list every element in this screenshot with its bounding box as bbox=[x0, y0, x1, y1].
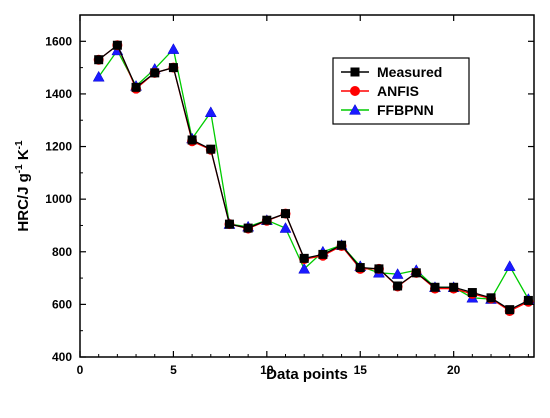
data-point-ffbpnn bbox=[298, 262, 311, 274]
legend-entry-ffbpnn: FFBPNN bbox=[341, 102, 434, 118]
axes: 0 5 10 15 20 400 600 800 1000 1200 1400 1600 bbox=[45, 14, 534, 377]
y-tick-label: 800 bbox=[52, 245, 72, 259]
data-point-measured bbox=[187, 135, 197, 145]
y-tick-label: 400 bbox=[52, 350, 72, 364]
x-tick-label: 15 bbox=[354, 363, 368, 377]
data-point-ffbpnn bbox=[503, 260, 516, 271]
data-point-measured bbox=[281, 209, 291, 219]
data-point-measured bbox=[411, 268, 421, 278]
data-point-measured bbox=[505, 305, 515, 315]
legend-entry-measured: Measured bbox=[341, 64, 442, 80]
legend-marker bbox=[349, 103, 361, 115]
data-point-ffbpnn bbox=[92, 70, 105, 82]
data-point-measured bbox=[299, 253, 309, 263]
data-point-measured bbox=[430, 282, 440, 292]
y-tick-label: 1200 bbox=[45, 140, 72, 154]
data-point-measured bbox=[318, 249, 328, 259]
data-point-measured bbox=[94, 55, 104, 65]
data-point-measured bbox=[393, 281, 403, 291]
legend-label: Measured bbox=[377, 64, 442, 80]
y-axis-title: HRC/J g-1 K-1 bbox=[14, 140, 32, 232]
data-point-measured bbox=[355, 263, 365, 273]
data-point-measured bbox=[168, 63, 178, 73]
series-measured bbox=[94, 40, 533, 315]
data-point-ffbpnn bbox=[204, 106, 217, 117]
data-series bbox=[92, 40, 535, 316]
data-point-measured bbox=[449, 282, 459, 292]
data-point-measured bbox=[150, 68, 160, 78]
legend-label: ANFIS bbox=[377, 83, 419, 99]
legend-entry-anfis: ANFIS bbox=[341, 83, 419, 99]
plot-frame bbox=[79, 14, 535, 358]
legend-marker bbox=[350, 67, 360, 77]
data-point-measured bbox=[243, 223, 253, 233]
x-tick-label: 5 bbox=[170, 363, 177, 377]
data-point-measured bbox=[262, 215, 272, 225]
data-point-measured bbox=[523, 295, 533, 305]
x-axis-title: Data points bbox=[266, 366, 348, 383]
data-point-measured bbox=[131, 82, 141, 92]
x-tick-label: 0 bbox=[77, 363, 84, 377]
legend-label: FFBPNN bbox=[377, 102, 434, 118]
data-point-measured bbox=[112, 40, 122, 50]
data-point-measured bbox=[486, 293, 496, 303]
data-point-ffbpnn bbox=[391, 268, 404, 279]
y-title-main: HRC/J g bbox=[15, 173, 32, 231]
legend-marker bbox=[350, 86, 360, 96]
data-point-measured bbox=[467, 288, 477, 298]
y-title-exp1: -1 bbox=[14, 164, 25, 173]
x-tick-label: 20 bbox=[447, 363, 461, 377]
data-point-measured bbox=[224, 219, 234, 229]
y-tick-label: 1000 bbox=[45, 192, 72, 206]
y-tick-label: 1600 bbox=[45, 34, 72, 48]
y-title-exp2: -1 bbox=[14, 140, 25, 149]
x-tick-label: 10 bbox=[260, 363, 274, 377]
data-point-measured bbox=[337, 240, 347, 250]
data-point-ffbpnn bbox=[279, 222, 292, 233]
axis-labels: Data points HRC/J g-1 K-1 bbox=[14, 140, 348, 383]
legend: Measured ANFIS FFBPNN bbox=[332, 57, 470, 125]
data-point-measured bbox=[206, 144, 216, 154]
y-title-mid: K bbox=[15, 149, 32, 164]
y-tick-label: 1400 bbox=[45, 87, 72, 101]
plot-area bbox=[79, 14, 535, 358]
y-tick-label: 600 bbox=[52, 297, 72, 311]
data-point-ffbpnn bbox=[167, 43, 180, 54]
data-point-measured bbox=[374, 264, 384, 274]
